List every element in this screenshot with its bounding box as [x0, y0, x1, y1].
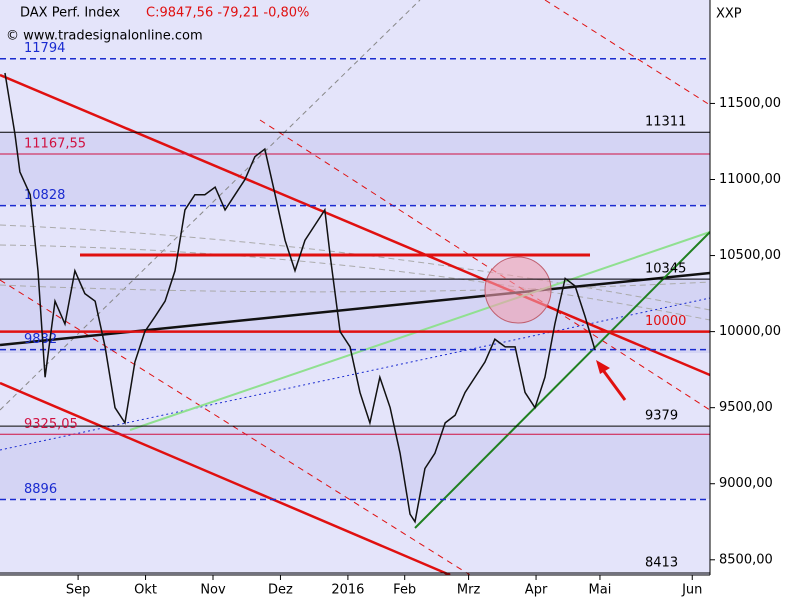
- y-tick-label: 10000,00: [719, 324, 781, 339]
- y-tick-label: 9500,00: [719, 400, 773, 415]
- red-channel: [0, 381, 451, 577]
- y-tick-label: 10500,00: [719, 248, 781, 263]
- green-support: [414, 231, 711, 529]
- arrow-head: [596, 360, 610, 374]
- x-tick-label: Okt: [134, 583, 157, 598]
- chart-subtitle: C:9847,56 -79,21 -0,80%: [146, 6, 309, 21]
- arrow: [598, 365, 627, 401]
- red-channel: [0, 73, 711, 377]
- source: © www.tradesignalonline.com: [6, 29, 203, 44]
- x-tick-label: Mrz: [457, 583, 481, 598]
- red-dashed: [259, 119, 711, 411]
- plot-band: [0, 427, 710, 499]
- level-label: 10828: [24, 188, 65, 203]
- x-tick-label: 2016: [331, 583, 364, 598]
- price-line: [4, 72, 596, 524]
- chart-title: DAX Perf. Index: [20, 6, 120, 21]
- y-axis-area: [710, 0, 800, 600]
- level-label: 11311: [645, 115, 686, 130]
- marks: [4, 72, 596, 524]
- y-tick-label: 9000,00: [719, 476, 773, 491]
- gray-curve: [0, 281, 711, 293]
- level-label: 9325,05: [24, 417, 78, 432]
- x-tick-label: Nov: [200, 583, 226, 598]
- x-tick-label: Mai: [589, 583, 612, 598]
- gray-curve: [0, 244, 711, 321]
- x-tick-label: Dez: [268, 583, 293, 598]
- x-axis-area: [0, 575, 710, 600]
- highlight-circle: [484, 256, 552, 324]
- level-label: 9882: [24, 332, 57, 347]
- y-label: XXP: [716, 7, 742, 22]
- y-tick-label: 8500,00: [719, 552, 773, 567]
- blue-dotted-trend: [0, 297, 711, 451]
- x-tick-label: Apr: [525, 583, 548, 598]
- x-tick-label: Jun: [681, 583, 702, 598]
- x-tick-label: Sep: [66, 583, 91, 598]
- y-tick-label: 11000,00: [719, 172, 781, 187]
- level-label: 10000: [645, 314, 686, 329]
- black-trend: [0, 271, 711, 347]
- level-label: 10345: [645, 262, 686, 277]
- level-label: 8896: [24, 482, 57, 497]
- x-tick-label: Feb: [393, 583, 416, 598]
- plot-band: [0, 132, 710, 205]
- trend-lines: [0, 0, 711, 577]
- y-tick-label: 11500,00: [719, 96, 781, 111]
- red-dashed: [0, 279, 471, 576]
- level-label: 8413: [645, 556, 678, 571]
- level-label: 11794: [24, 41, 65, 56]
- axes: 8500,00 9000,00 9500,00 10000,00 10500,00 110…: [66, 96, 781, 598]
- gray-trend: [0, 0, 421, 411]
- level-label: 11167,55: [24, 137, 86, 152]
- level-label: 9379: [645, 409, 678, 424]
